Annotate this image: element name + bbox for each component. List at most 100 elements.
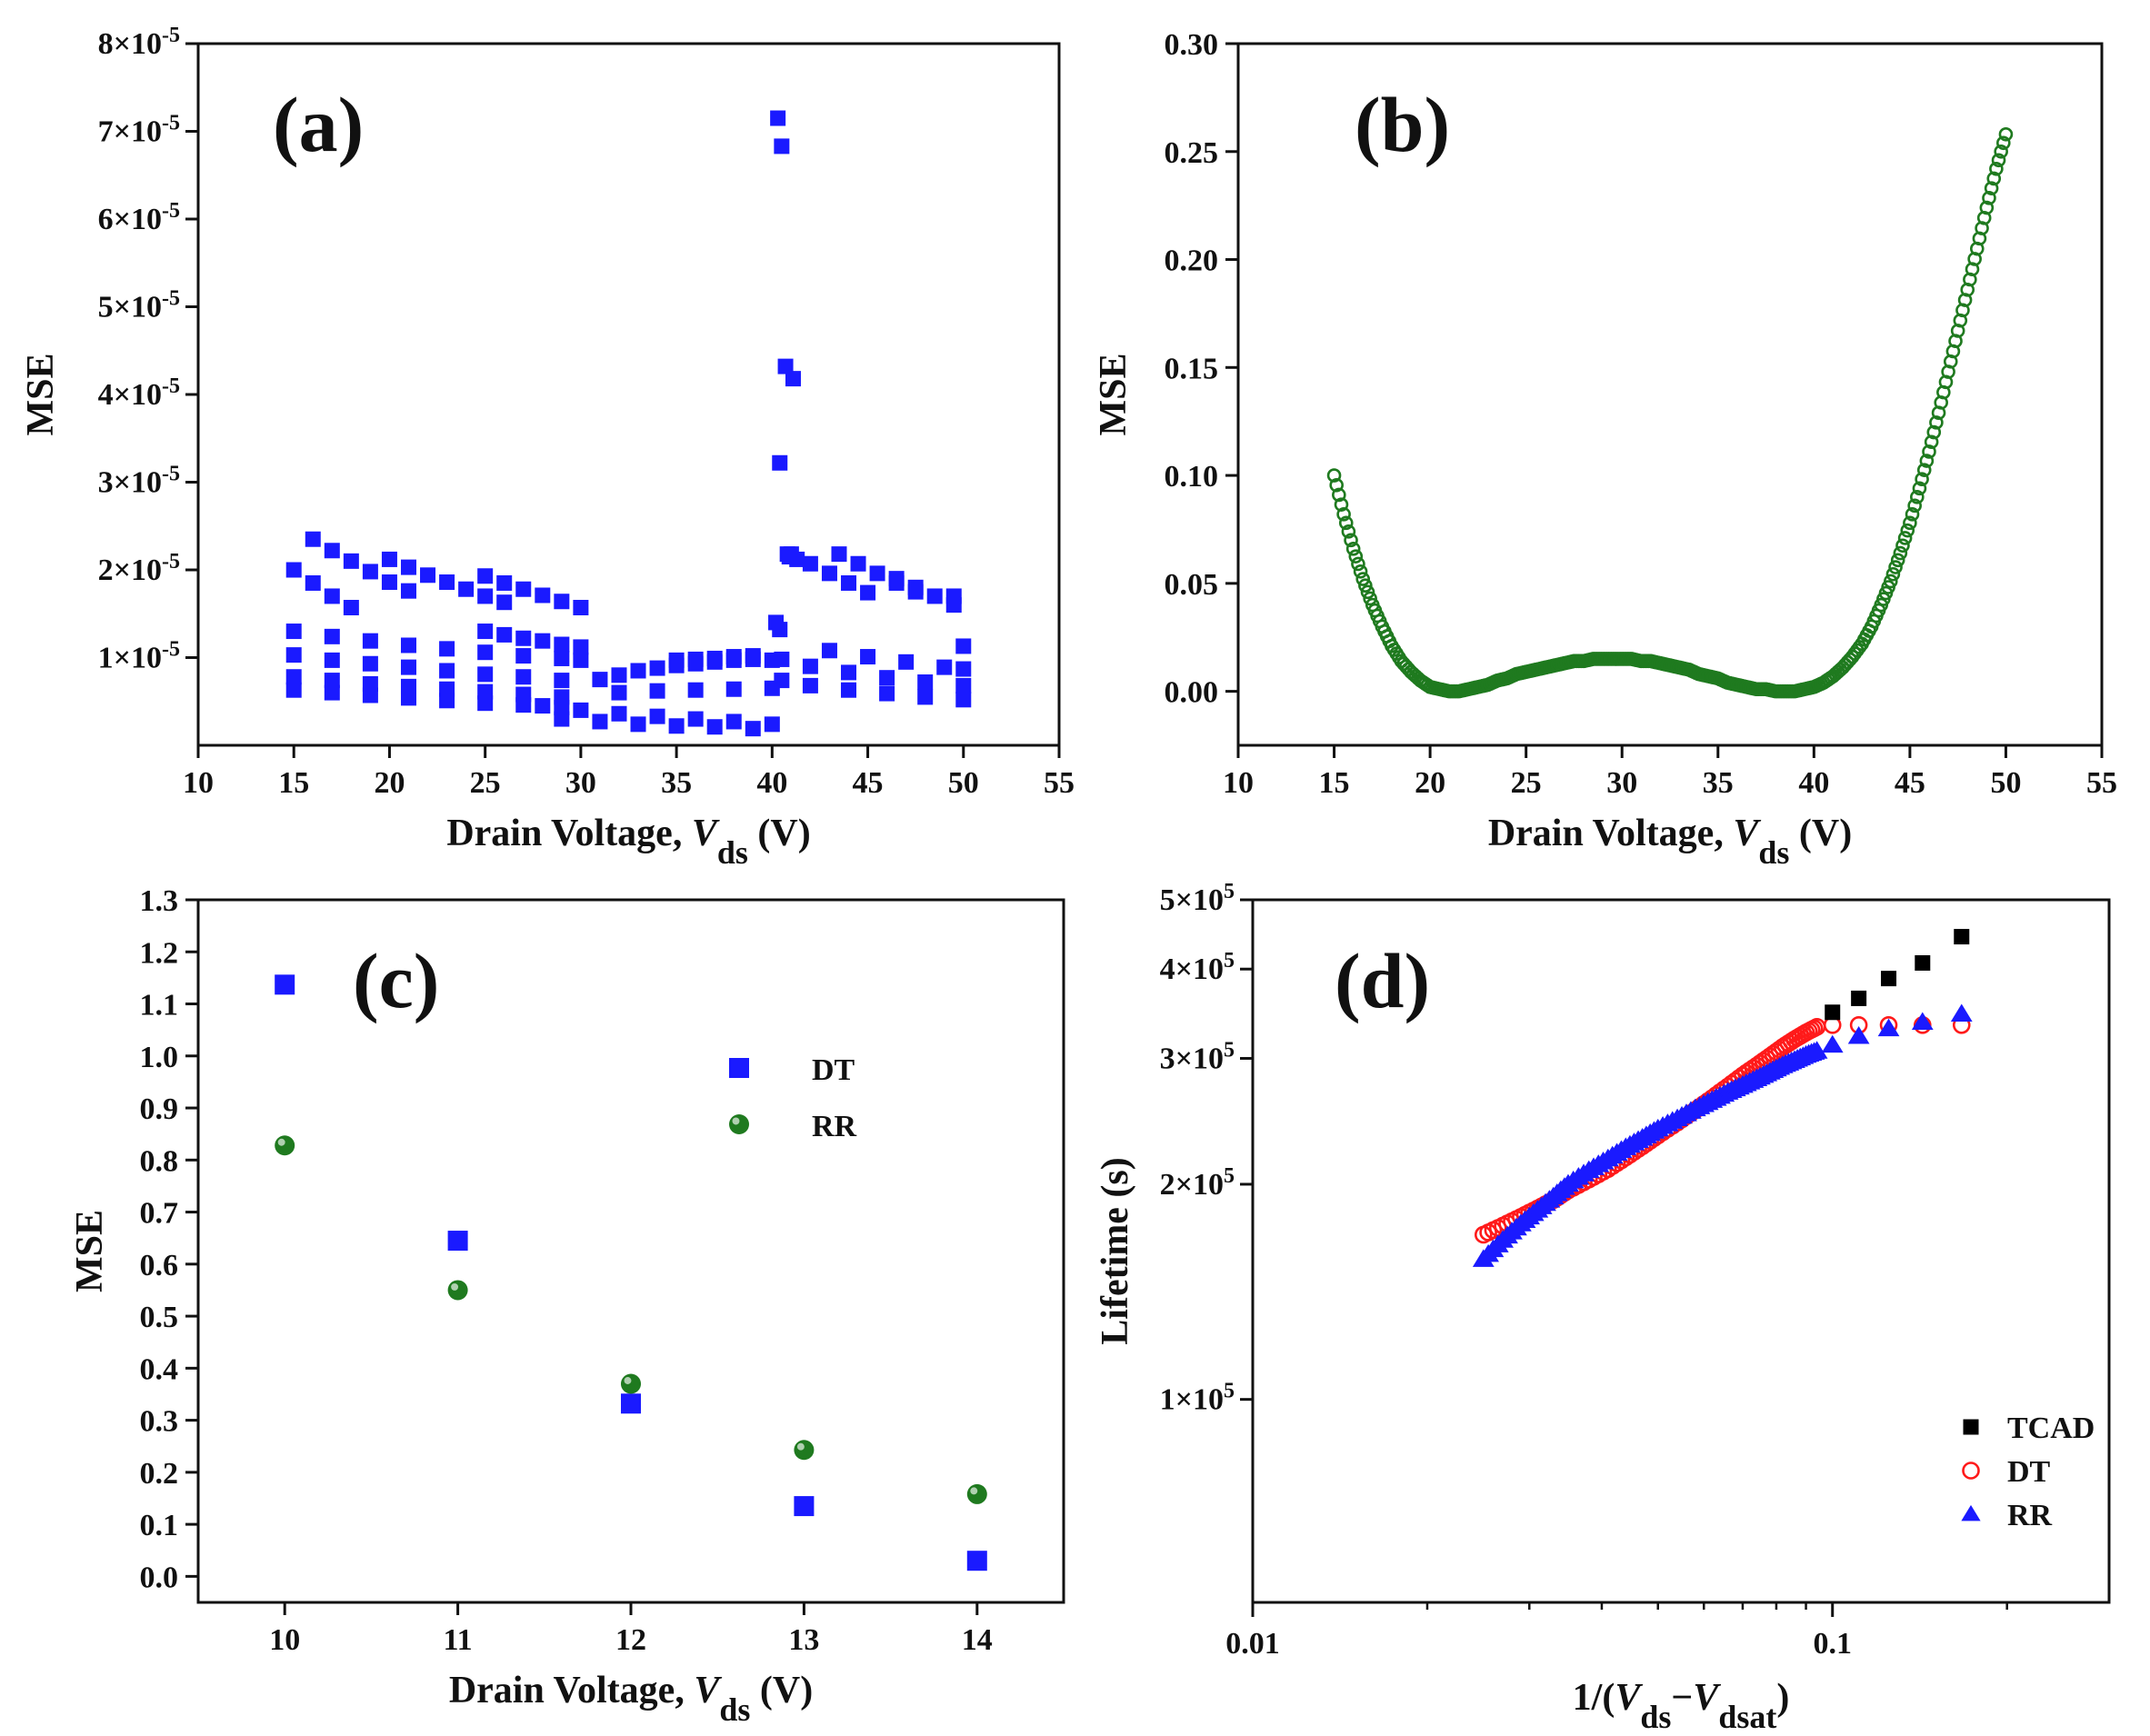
x-tick-label: 25 — [470, 766, 501, 800]
data-point — [324, 588, 340, 604]
y-axis-title: MSE — [69, 1210, 111, 1292]
data-point — [1883, 574, 1898, 589]
data-point — [745, 721, 761, 737]
data-point — [821, 643, 837, 659]
data-point — [1345, 542, 1361, 556]
data-point — [1363, 591, 1377, 606]
series-rr — [275, 1135, 987, 1504]
data-point — [917, 689, 934, 705]
data-point — [573, 702, 589, 718]
data-point — [770, 110, 786, 126]
data-point — [592, 672, 608, 688]
data-point — [496, 594, 513, 611]
x-tick-label: 10 — [1223, 766, 1254, 800]
data-point — [1341, 524, 1356, 539]
data-point — [966, 1551, 987, 1571]
data-point — [1984, 181, 1999, 195]
data-point — [324, 673, 340, 689]
data-point — [649, 683, 665, 699]
data-point — [850, 555, 866, 572]
x-tick-label: 30 — [565, 766, 596, 800]
data-point — [554, 711, 570, 727]
data-point — [439, 641, 455, 657]
data-point — [1907, 498, 1922, 514]
series-tcad — [1825, 929, 1970, 1021]
data-point — [966, 1483, 987, 1504]
data-point — [362, 564, 378, 580]
y-tick-label: 0.15 — [1165, 352, 1219, 385]
plot-frame — [1236, 42, 2104, 747]
x-axis-title: Drain Voltage, Vds (V) — [1488, 813, 1852, 871]
y-tick-label: 0.3 — [140, 1405, 179, 1439]
x-tick-label: 10 — [183, 766, 214, 800]
data-point — [285, 562, 302, 578]
x-tick-label: 0.01 — [1225, 1627, 1280, 1661]
y-tick-label: 8×10-5 — [98, 24, 180, 61]
data-point — [706, 650, 723, 666]
data-point — [573, 599, 589, 615]
legend-label-rr: RR — [2007, 1499, 2053, 1532]
y-tick-label: 0.00 — [1165, 676, 1219, 710]
data-point — [945, 588, 962, 604]
data-point — [774, 138, 790, 155]
data-point — [1982, 191, 1996, 205]
data-point — [1929, 415, 1944, 430]
data-point — [1351, 556, 1365, 572]
data-point — [1336, 507, 1351, 522]
data-point — [649, 708, 665, 724]
data-point — [1805, 1041, 1828, 1059]
y-tick-label: 0.7 — [140, 1197, 179, 1231]
legend-label-dt: DT — [2007, 1455, 2051, 1489]
data-point — [285, 647, 302, 663]
data-point — [802, 658, 818, 674]
y-tick-label: 1×10-5 — [98, 638, 180, 675]
data-point — [343, 599, 359, 615]
legend-marker-rr — [1961, 1504, 1981, 1521]
data-point — [668, 718, 685, 734]
data-point — [420, 567, 436, 584]
x-tick-label: 40 — [1798, 766, 1829, 800]
legend-label-tcad: TCAD — [2007, 1412, 2095, 1445]
y-tick-label: 0.2 — [140, 1457, 179, 1491]
plot-frame — [1251, 898, 2111, 1604]
x-tick-label: 25 — [1511, 766, 1542, 800]
panel-label: (a) — [273, 81, 364, 168]
data-point — [439, 574, 455, 591]
data-point — [477, 568, 494, 584]
data-point — [477, 695, 494, 712]
y-tick-label: 0.30 — [1165, 28, 1219, 62]
data-point — [777, 358, 794, 374]
x-axis-title: 1/(Vds−Vdsat) — [1573, 1677, 1790, 1735]
data-point — [1991, 153, 2006, 168]
data-point — [1338, 515, 1354, 531]
data-point — [611, 684, 627, 701]
data-point — [535, 698, 551, 714]
data-point — [630, 663, 646, 679]
data-point — [400, 659, 416, 675]
data-point — [1996, 135, 2011, 151]
data-point — [1326, 468, 1342, 483]
data-point — [400, 559, 416, 575]
x-tick-label: 35 — [1703, 766, 1734, 800]
y-tick-label: 4×10-5 — [98, 374, 180, 412]
data-point — [936, 659, 953, 675]
y-tick-label: 1.2 — [140, 936, 179, 970]
legend-marker-rr — [729, 1114, 749, 1134]
y-tick-label: 5×10-5 — [98, 287, 180, 324]
data-point — [1355, 572, 1371, 586]
data-point — [1344, 533, 1358, 548]
data-point — [611, 705, 627, 722]
x-tick-label: 15 — [1319, 766, 1350, 800]
data-point — [1893, 545, 1908, 561]
legend-marker-tcad — [1963, 1419, 1979, 1435]
legend-label-rr: RR — [812, 1110, 857, 1143]
data-point — [343, 553, 359, 569]
data-point — [477, 588, 494, 604]
data-point — [515, 581, 532, 597]
data-point — [554, 673, 570, 689]
data-point — [1334, 497, 1349, 512]
data-point — [305, 574, 321, 591]
y-tick-label: 1.3 — [140, 884, 179, 918]
data-point — [1994, 144, 2008, 159]
data-point — [1989, 161, 2004, 176]
